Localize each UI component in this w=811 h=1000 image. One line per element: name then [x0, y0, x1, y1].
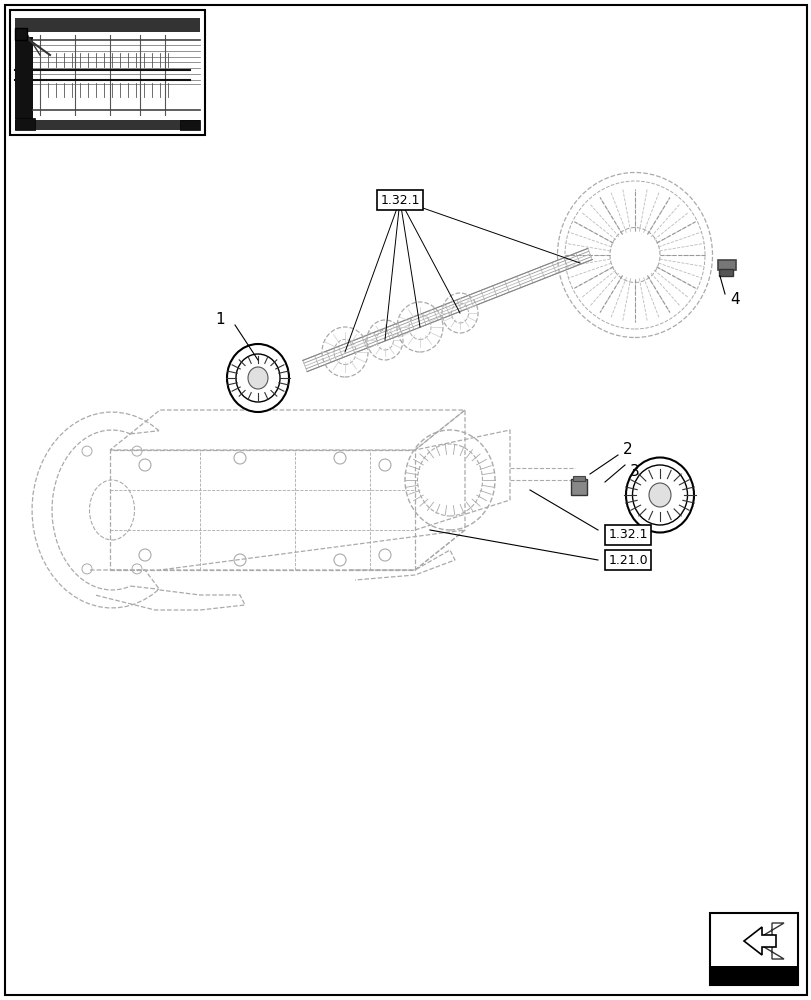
Bar — [709, 913, 797, 985]
Bar — [570, 479, 586, 495]
Ellipse shape — [625, 458, 693, 532]
Bar — [718, 269, 732, 276]
Text: 1.32.1: 1.32.1 — [607, 528, 647, 542]
Ellipse shape — [247, 367, 268, 389]
Bar — [180, 120, 200, 130]
Text: 1.32.1: 1.32.1 — [380, 194, 419, 207]
Bar — [15, 18, 200, 32]
Text: 3: 3 — [629, 464, 639, 480]
Text: 4: 4 — [729, 292, 739, 308]
Bar — [15, 118, 35, 130]
Text: 2: 2 — [622, 442, 632, 458]
Bar — [15, 37, 33, 119]
Bar — [10, 10, 204, 135]
Ellipse shape — [632, 465, 687, 525]
Bar — [15, 120, 200, 130]
Bar — [15, 28, 27, 40]
Bar — [710, 966, 796, 984]
Bar — [573, 476, 584, 481]
Bar — [717, 260, 735, 270]
Ellipse shape — [236, 354, 280, 402]
Polygon shape — [753, 923, 783, 959]
Ellipse shape — [227, 344, 289, 412]
Ellipse shape — [648, 483, 670, 507]
Text: 1.21.0: 1.21.0 — [607, 554, 647, 566]
Text: 1: 1 — [215, 312, 225, 328]
Polygon shape — [743, 927, 775, 955]
